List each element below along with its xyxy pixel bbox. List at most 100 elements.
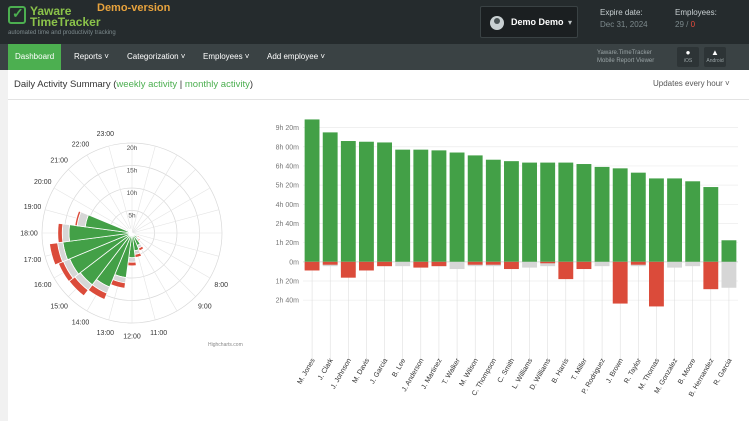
polar-hour-label: 16:00 [34,282,52,289]
android-app-button[interactable]: ▲ Android [704,47,726,67]
nav-add-employee[interactable]: Add employee ˅ [267,52,326,61]
bar-unproductive [340,261,356,278]
bar-neutral [540,261,556,267]
expire-date-value: Dec 31, 2024 [600,20,648,29]
polar-ring-label: 5h [128,213,136,220]
bar-productive [431,150,447,262]
nav-employees[interactable]: Employees ˅ [203,52,250,61]
bar-unproductive [612,261,628,304]
user-menu-button[interactable]: Demo Demo ▾ [480,6,578,38]
logo-icon[interactable]: ✓ [8,5,26,24]
main-nav: Dashboard Reports ˅ Categorization ˅ Emp… [0,44,749,70]
polar-slice [127,257,137,263]
polar-hour-label: 17:00 [24,257,42,264]
polar-hour-label: 15:00 [50,303,68,310]
top-bar: ✓ Yaware TimeTracker automated time and … [0,0,749,44]
bar-productive [485,159,501,262]
bar-unproductive [413,261,429,268]
chart-credits: Highcharts.com [208,342,243,348]
apple-icon: ● [685,48,691,57]
bar-productive [540,162,556,262]
bar-productive [504,161,519,262]
bar-ytick-label: 8h 00m [276,144,300,151]
polar-hour-label: 21:00 [50,158,68,165]
bar-productive [359,141,374,262]
mobile-viewer-line1: Yaware.TimeTracker [597,50,652,56]
bar-unproductive [322,261,338,265]
bar-productive [721,240,737,262]
panel-title-text: Daily Activity Summary [14,79,111,90]
bar-unproductive [504,261,519,270]
bar-productive [304,119,320,262]
polar-spoke [131,187,211,234]
bar-category-label: J. Garcia [369,357,389,385]
bar-unproductive [576,261,592,270]
bar-unproductive [703,261,719,290]
bar-category-label: J. Clark [317,357,335,381]
polar-slice [74,210,82,227]
polar-spoke [86,154,133,234]
bar-unproductive [377,261,392,267]
bar-productive [395,149,411,262]
nav-categorization[interactable]: Categorization ˅ [127,52,186,61]
bar-category-label: B. Harris [551,357,571,385]
bar-unproductive [540,261,556,264]
bar-unproductive [359,261,374,271]
polar-spoke [131,154,178,234]
mobile-viewer-text: Yaware.TimeTracker Mobile Report Viewer [597,49,654,65]
bar-productive [649,178,664,262]
polar-slice [129,228,132,231]
bar-productive [594,166,610,262]
brand-product: TimeTracker [30,15,101,29]
bar-ytick-label: 2h 40m [276,298,300,305]
bar-productive [522,162,537,262]
nav-dashboard[interactable]: Dashboard [8,44,62,70]
polar-hour-label: 12:00 [123,334,141,341]
bar-category-label: M. Davis [351,357,371,385]
bar-category-label: R. Garcia [713,357,734,386]
bar-category-label: B. Lee [391,357,407,378]
expire-date-label: Expire date: [600,8,643,17]
bar-neutral [721,261,737,288]
polar-spoke [68,169,133,234]
polar-spoke [131,169,196,234]
bar-unproductive [630,261,646,265]
bar-category-label: J. Brown [605,357,625,384]
polar-ring-label: 15h [127,168,138,175]
bar-category-label: T. Miller [571,357,589,382]
avatar [490,16,504,30]
ios-app-button[interactable]: ● iOS [677,47,699,67]
polar-spoke [131,209,220,234]
employees-separator: / [686,20,689,29]
weekly-activity-link[interactable]: weekly activity [116,79,178,90]
polar-slice [127,261,137,267]
polar-spoke [131,232,196,297]
daily-activity-panel: Daily Activity Summary (weekly activity … [8,70,749,421]
brand-name: Yaware [30,4,72,18]
bar-unproductive [558,261,574,280]
mobile-viewer-line2: Mobile Report Viewer [597,58,655,64]
demo-version-label: Demo-version [97,2,171,14]
polar-hour-label: 11:00 [150,330,167,337]
bar-productive [449,152,465,262]
employees-label: Employees: [675,8,717,17]
polar-spoke [131,232,220,257]
bar-unproductive [304,261,320,271]
bar-productive [558,162,574,262]
bar-neutral [685,261,701,267]
nav-reports[interactable]: Reports ˅ [74,52,109,61]
bar-productive [667,178,682,262]
bar-category-label: B. Moore [677,357,697,385]
employees-count: 29 [675,20,684,29]
updates-dropdown[interactable]: Updates every hour ˅ [653,79,730,88]
polar-spoke [131,232,211,279]
employee-activity-chart: 9h 20m 8h 00m 6h 40m 5h 20m 4h 00m 2h 40m 1h 2… [276,119,738,398]
polar-hour-label: 8:00 [214,282,228,289]
chevron-down-icon: ▾ [568,18,573,27]
link-separator: | [179,79,183,90]
monthly-activity-link[interactable]: monthly activity [184,79,250,90]
bar-productive [340,141,356,262]
polar-hour-label: 22:00 [72,141,90,148]
bar-neutral [395,261,411,267]
polar-slice [125,228,128,232]
